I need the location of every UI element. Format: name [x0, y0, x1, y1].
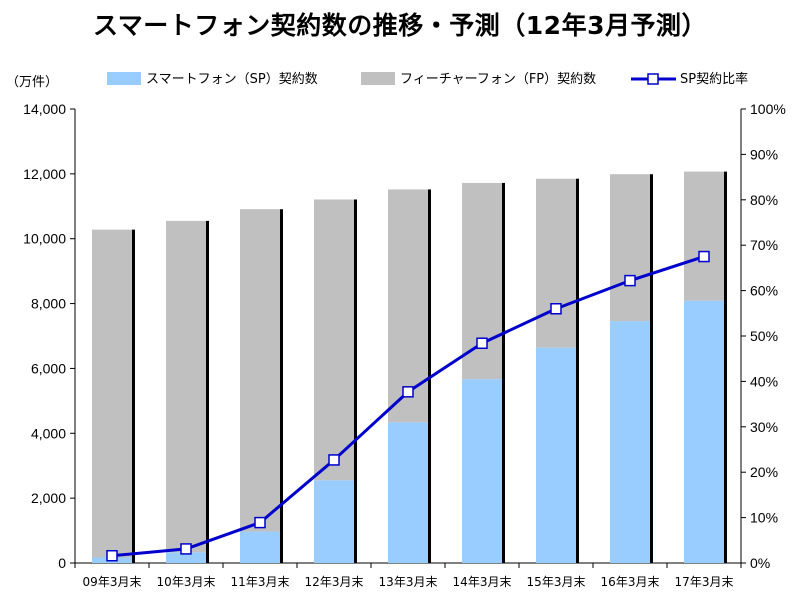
ratio-point: [550, 303, 562, 315]
ratio-point: [328, 454, 340, 466]
x-tick-label: 14年3月末: [453, 575, 512, 589]
bar-sp: [166, 552, 206, 563]
bar-sp: [240, 531, 280, 563]
legend-label-sp: スマートフォン（SP）契約数: [146, 72, 318, 87]
bar-shadow: [724, 171, 727, 563]
ratio-point: [180, 543, 192, 555]
x-tick-label: 15年3月末: [527, 575, 586, 589]
ratio-point: [698, 250, 710, 263]
bar-sp: [684, 300, 724, 563]
y2-tick-label: 70%: [750, 237, 778, 253]
x-tick-label: 16年3月末: [601, 575, 660, 589]
y-tick-label: 2,000: [31, 490, 66, 506]
ratio-point: [402, 386, 414, 398]
bar-shadow: [576, 178, 579, 563]
y2-tick-label: 30%: [750, 419, 778, 435]
y2-tick-label: 40%: [750, 373, 778, 389]
bar-shadow: [502, 182, 505, 564]
bar-sp: [388, 422, 428, 563]
x-tick-label: 17年3月末: [675, 575, 734, 589]
bar-fp: [536, 178, 576, 348]
legend-swatch-fp: [361, 72, 395, 85]
chart-title: スマートフォン契約数の推移・予測（12年3月予測）: [93, 11, 707, 40]
legend-swatch-sp: [107, 72, 141, 85]
bar-fp: [240, 209, 280, 532]
x-tick-label: 13年3月末: [379, 575, 438, 589]
y-tick-label: 14,000: [23, 101, 66, 117]
bar-sp: [462, 379, 502, 563]
legend-marker-ratio: [647, 73, 659, 85]
y2-tick-label: 20%: [750, 464, 778, 480]
bar-shadow: [650, 174, 653, 563]
x-tick-label: 09年3月末: [83, 575, 142, 589]
bar-sp: [536, 347, 576, 563]
ratio-point: [476, 337, 488, 350]
x-tick-label: 12年3月末: [305, 575, 364, 589]
bar-fp: [462, 182, 502, 380]
bar-shadow: [132, 229, 135, 564]
y2-tick-label: 10%: [750, 510, 778, 526]
y2-tick-label: 0%: [750, 555, 770, 571]
bar-fp: [166, 220, 206, 553]
y2-tick-label: 100%: [750, 101, 786, 117]
y-tick-label: 12,000: [23, 166, 66, 182]
ratio-point: [254, 516, 266, 529]
bar-fp: [92, 229, 132, 558]
y-tick-label: 0: [58, 555, 66, 571]
x-tick-label: 10年3月末: [157, 575, 216, 589]
y2-tick-label: 50%: [750, 328, 778, 344]
y2-tick-label: 80%: [750, 192, 778, 208]
y2-tick-label: 60%: [750, 283, 778, 299]
y-tick-label: 10,000: [23, 231, 66, 247]
bar-sp: [314, 480, 354, 563]
ratio-point: [106, 549, 118, 562]
bar-shadow: [354, 199, 357, 563]
x-tick-label: 11年3月末: [231, 575, 290, 589]
y-axis-unit: （万件）: [6, 75, 58, 90]
legend-label-ratio: SP契約比率: [680, 71, 748, 87]
bar-shadow: [206, 220, 209, 563]
bar-fp: [610, 174, 650, 322]
y2-tick-label: 90%: [750, 146, 778, 162]
legend-label-fp: フィーチャーフォン（FP）契約数: [400, 72, 596, 87]
bar-sp: [610, 321, 650, 563]
bar-shadow: [280, 209, 283, 563]
bar-fp: [684, 171, 724, 301]
y-tick-label: 8,000: [31, 296, 66, 312]
ratio-point: [624, 274, 636, 287]
bar-fp: [314, 199, 354, 481]
y-tick-label: 6,000: [31, 360, 66, 376]
y-tick-label: 4,000: [31, 425, 66, 441]
